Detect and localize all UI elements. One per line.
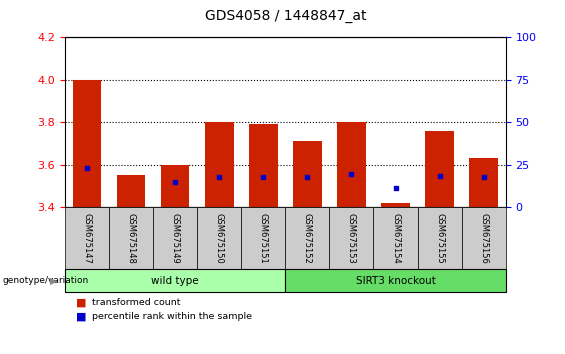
Bar [161, 165, 189, 207]
Text: GSM675151: GSM675151 [259, 213, 268, 263]
Text: GSM675155: GSM675155 [435, 213, 444, 263]
Bar [293, 141, 321, 207]
Text: GSM675147: GSM675147 [82, 213, 92, 263]
Text: GSM675148: GSM675148 [127, 213, 136, 263]
Text: ■: ■ [76, 312, 87, 322]
Text: GSM675149: GSM675149 [171, 213, 180, 263]
Text: GSM675153: GSM675153 [347, 213, 356, 263]
Text: percentile rank within the sample: percentile rank within the sample [92, 312, 252, 321]
Text: GSM675150: GSM675150 [215, 213, 224, 263]
Text: SIRT3 knockout: SIRT3 knockout [355, 275, 436, 286]
Bar [337, 122, 366, 207]
Text: wild type: wild type [151, 275, 199, 286]
Text: genotype/variation: genotype/variation [3, 276, 89, 285]
Bar [73, 80, 101, 207]
Bar [117, 175, 145, 207]
Bar [205, 122, 233, 207]
Bar [425, 131, 454, 207]
Text: GSM675154: GSM675154 [391, 213, 400, 263]
Bar [381, 203, 410, 207]
Bar [249, 124, 277, 207]
Text: GSM675152: GSM675152 [303, 213, 312, 263]
Text: transformed count: transformed count [92, 298, 181, 307]
Text: ■: ■ [76, 298, 87, 308]
Text: GSM675156: GSM675156 [479, 213, 488, 263]
Text: GDS4058 / 1448847_at: GDS4058 / 1448847_at [205, 9, 366, 23]
Text: ▶: ▶ [50, 275, 58, 286]
Bar [470, 158, 498, 207]
